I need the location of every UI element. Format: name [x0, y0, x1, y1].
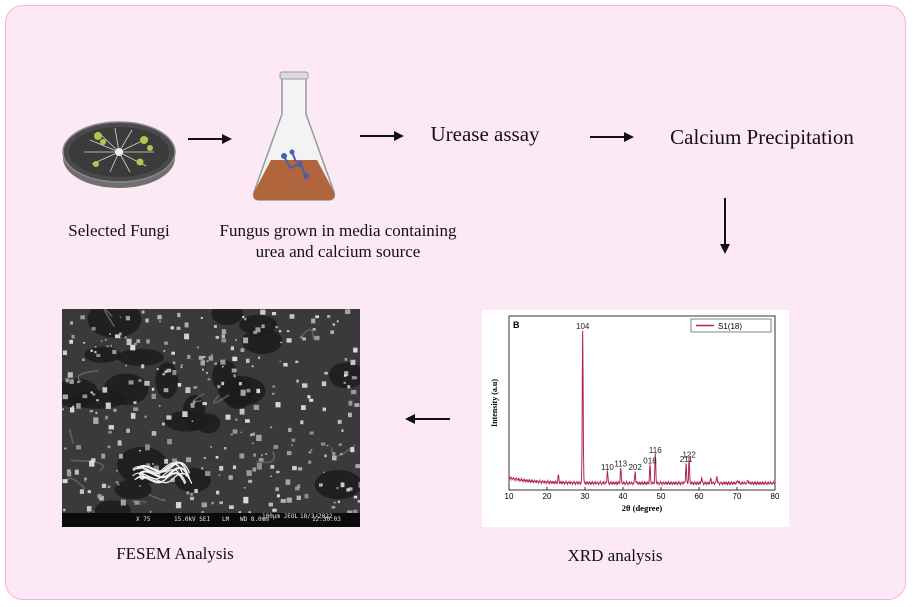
label-urease-assay: Urease assay [430, 122, 540, 146]
arrow-icon [188, 134, 232, 144]
label-fungus-grown-line2: urea and calcium source [255, 242, 421, 261]
arrow-icon [590, 132, 634, 142]
xrd-x-tick-label: 70 [733, 492, 742, 501]
xrd-legend-box [690, 318, 772, 333]
xrd-x-tick-label: 30 [581, 492, 590, 501]
arrow-icon [720, 198, 730, 254]
xrd-plot-frame [508, 315, 776, 491]
sem-scale: 100μm JEOL [262, 513, 299, 520]
sem-date: 18/3/2022 [300, 513, 333, 520]
xrd-y-axis-title: Intensity (a.u) [490, 379, 499, 427]
xrd-series-line [508, 330, 776, 487]
sem-time: 12:30:03 [312, 516, 341, 523]
xrd-x-tick-label: 10 [505, 492, 514, 501]
fesem-image [62, 309, 360, 520]
sem-mode: LM [222, 516, 230, 523]
arrow-icon [405, 414, 450, 424]
xrd-x-tick-label: 80 [771, 492, 780, 501]
sem-magnification: X 75 [136, 516, 151, 523]
xrd-peak-label: 116 [649, 446, 662, 455]
xrd-legend: S1(18) [690, 318, 772, 333]
xrd-legend-label: S1(18) [718, 322, 742, 331]
label-selected-fungi: Selected Fungi [68, 221, 170, 240]
xrd-peak-label: 211 [680, 455, 693, 464]
label-fesem-analysis: FESEM Analysis [116, 544, 234, 563]
xrd-x-tick-label: 40 [619, 492, 628, 501]
xrd-chart-card: B 104 110 113 202 018 116 211 122 10 20 30 40 50 60 70 8… [482, 310, 789, 527]
xrd-peak-label: 110 [601, 463, 614, 472]
sem-wd: WD 8.0mm [240, 516, 269, 523]
xrd-peak-label: 018 [643, 457, 657, 466]
sem-voltage: 15.0kV SEI [174, 516, 211, 523]
xrd-peak-label: 202 [628, 463, 642, 472]
xrd-peak-label: 122 [682, 451, 696, 460]
xrd-x-axis-title: 2θ (degree) [622, 503, 663, 513]
petri-dish-icon [62, 121, 176, 188]
xrd-x-tick-label: 20 [543, 492, 552, 501]
erlenmeyer-flask-icon [252, 71, 336, 201]
xrd-x-tick-label: 60 [695, 492, 704, 501]
label-fungus-grown-line1: Fungus grown in media containing [219, 221, 457, 240]
sem-info-bar: X 75 15.0kV SEI LM WD 8.0mm 100μm JEOL 1… [62, 513, 360, 527]
label-xrd-analysis: XRD analysis [567, 546, 663, 565]
arrow-icon [360, 131, 404, 141]
xrd-panel-label: B [513, 320, 520, 330]
fesem-micrograph: X 75 15.0kV SEI LM WD 8.0mm 100μm JEOL 1… [62, 309, 360, 527]
xrd-peak-label: 113 [614, 460, 627, 469]
label-calcium-precipitation: Calcium Precipitation [670, 125, 854, 149]
xrd-peak-label: 104 [576, 322, 590, 331]
xrd-x-tick-label: 50 [657, 492, 666, 501]
